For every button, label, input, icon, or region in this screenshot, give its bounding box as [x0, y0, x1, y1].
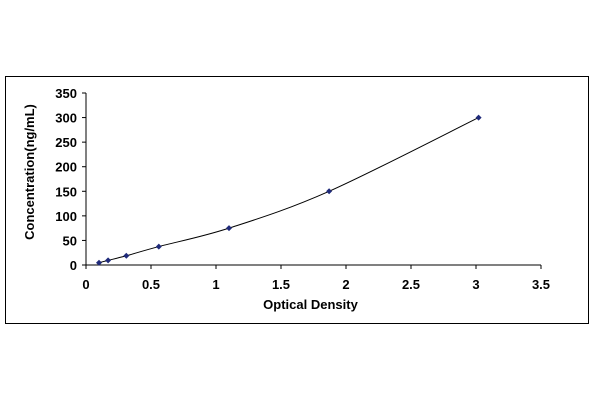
x-tick-label: 0.5 [142, 277, 160, 292]
data-point [226, 225, 232, 232]
data-points [96, 114, 482, 266]
y-tick-label: 50 [63, 233, 77, 248]
y-tick-label: 100 [55, 209, 77, 224]
data-point [123, 252, 130, 259]
y-tick-label: 350 [55, 86, 77, 101]
y-tick-label: 300 [55, 111, 77, 126]
data-point [105, 257, 112, 264]
x-tick-label: 1 [212, 277, 219, 292]
x-axis-title: Optical Density [263, 297, 358, 312]
x-tick-label: 1.5 [272, 277, 290, 292]
chart-frame [5, 76, 589, 324]
data-point [475, 114, 482, 121]
y-tick-label: 0 [70, 258, 77, 273]
x-tick-label: 3.5 [532, 277, 550, 292]
x-ticks: 0 0.5 1 1.5 2 2.5 3 3.5 [82, 265, 550, 292]
trend-line [98, 117, 479, 264]
y-tick-label: 150 [55, 184, 77, 199]
x-tick-label: 2.5 [402, 277, 420, 292]
y-ticks: 0 50 100 150 200 250 300 350 [55, 86, 86, 273]
x-tick-label: 3 [472, 277, 479, 292]
data-point [155, 243, 162, 250]
y-axis-title: Concentration(ng/mL) [22, 104, 37, 240]
x-tick-label: 0 [82, 277, 89, 292]
y-tick-label: 250 [55, 135, 77, 150]
y-tick-label: 200 [55, 160, 77, 175]
x-tick-label: 2 [342, 277, 349, 292]
data-point [96, 259, 102, 266]
data-point [326, 188, 333, 195]
axes [85, 93, 541, 266]
